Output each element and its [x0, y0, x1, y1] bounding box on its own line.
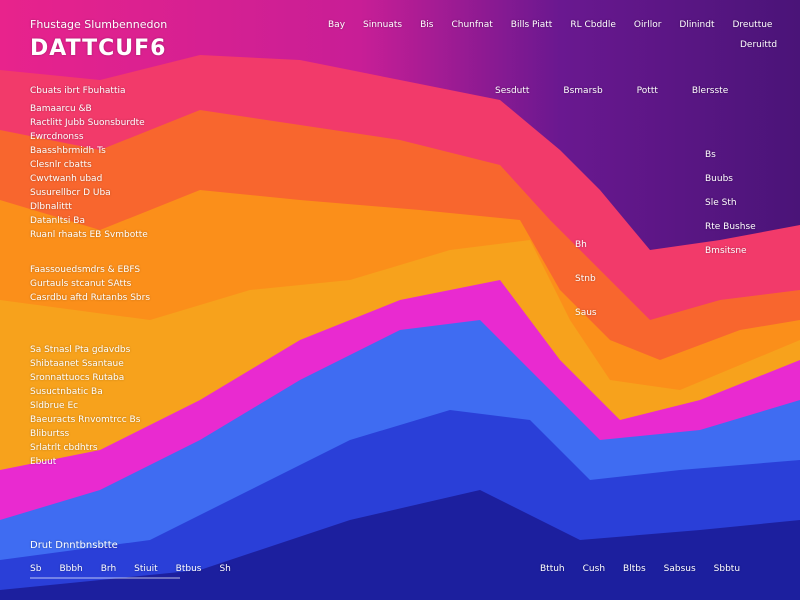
list-item[interactable]: Bamaarcu &B [30, 104, 92, 114]
brand: Fhustage Slumbennedon [30, 18, 168, 31]
footer-right: Bttuh Cush Bltbs Sabsus Sbbtu [540, 564, 740, 574]
list-item[interactable]: Ruanl rhaats EB Svmbotte [30, 230, 148, 240]
list-item[interactable]: Susuctnbatic Ba [30, 387, 103, 397]
list-item[interactable]: Bliburtss [30, 429, 70, 439]
list-item[interactable]: Shibtaanet Ssantaue [30, 359, 124, 369]
list-item[interactable]: Faassouedsmdrs & EBFS [30, 265, 141, 275]
list-item[interactable]: Ractlitt Jubb Suonsburdte [30, 118, 145, 128]
nav-link[interactable]: Oirllor [633, 20, 662, 30]
mid-labels: Bh Stnb Saus [575, 240, 597, 318]
left-block: Sa Stnasl Pta gdavdbs Shibtaanet Ssantaue… [30, 345, 140, 467]
label: Bh [575, 240, 587, 250]
list-item[interactable]: Srlatrlt cbdhtrs [30, 443, 98, 453]
nav: Bay Sinnuats Bis Chunfnat Bills Piatt RL Cbdd… [328, 20, 772, 30]
column-header: Sesdutt [495, 86, 530, 96]
column-header: Bsmarsb [563, 86, 603, 96]
left-block: Faassouedsmdrs & EBFS Gurtauls stcanut SA… [30, 265, 150, 303]
label: Rte Bushse [705, 222, 756, 232]
label: Saus [575, 308, 597, 318]
list-item[interactable]: Sldbrue Ec [30, 401, 79, 411]
nav-link[interactable]: Dlinindt [679, 20, 715, 30]
label: Buubs [705, 174, 733, 184]
list-item[interactable]: Baeuracts Rnvomtrcc Bs [30, 415, 141, 425]
list-item[interactable]: Casrdbu aftd Rutanbs Sbrs [30, 293, 151, 303]
label: Bs [705, 150, 716, 160]
footer-items: Sb Bbbh Brh Stiuit Btbus Sh [30, 564, 231, 574]
nav-link[interactable]: Bills Piatt [510, 20, 553, 30]
left-list: Bamaarcu &B Ractlitt Jubb Suonsburdte Ewrc… [30, 104, 148, 240]
column-header: Blersste [691, 86, 729, 96]
list-item[interactable]: Susurellbcr D Uba [30, 188, 111, 198]
list-item[interactable]: Dlbnalittt [30, 202, 72, 212]
column-headers: Sesdutt Bsmarsb Pottt Blersste [495, 86, 728, 96]
list-item[interactable]: Sronnattuocs Rutaba [30, 373, 125, 383]
nav-link[interactable]: RL Cbddle [570, 20, 616, 30]
nav-link[interactable]: Bay [328, 20, 346, 30]
label: Bmsitsne [705, 246, 747, 256]
list-item[interactable]: Datanltsi Ba [30, 216, 85, 226]
list-item[interactable]: Sa Stnasl Pta gdavdbs [30, 345, 131, 355]
footer-link[interactable]: Sh [219, 564, 231, 574]
page-title: DATTCUF6 [30, 36, 167, 61]
list-item[interactable]: Gurtauls stcanut SAtts [30, 279, 132, 289]
label: Stnb [575, 274, 596, 284]
footer-link[interactable]: Sabsus [663, 564, 696, 574]
list-item[interactable]: Cwvtwanh ubad [30, 174, 103, 184]
footer-link[interactable]: Sb [30, 564, 42, 574]
nav-link[interactable]: Dreuttue [732, 20, 773, 30]
footer-link[interactable]: Bttuh [540, 564, 565, 574]
list-item[interactable]: Ebuut [30, 457, 57, 467]
column-header: Pottt [636, 86, 658, 96]
nav-link[interactable]: Chunfnat [451, 20, 493, 30]
footer-link[interactable]: Cush [582, 564, 606, 574]
left-heading: Cbuats ibrt Fbuhattia [30, 86, 126, 96]
footer-title: Drut Dnntbnsbtte [30, 540, 118, 551]
list-item[interactable]: Ewrcdnonss [30, 132, 84, 142]
footer-link[interactable]: Sbbtu [713, 564, 741, 574]
nav-link[interactable]: Bis [420, 20, 434, 30]
list-item[interactable]: Clesnlr cbatts [30, 160, 92, 170]
footer-link[interactable]: Btbus [175, 564, 202, 574]
footer-link[interactable]: Bltbs [623, 564, 646, 574]
label: Sle Sth [705, 198, 737, 208]
right-labels: Bs Buubs Sle Sth Rte Bushse Bmsitsne [705, 150, 756, 256]
footer-link[interactable]: Stiuit [134, 564, 158, 574]
nav-sub[interactable]: Deruittd [740, 40, 778, 50]
nav-link[interactable]: Sinnuats [363, 20, 403, 30]
list-item[interactable]: Baasshbrmidh Ts [30, 146, 106, 156]
footer-link[interactable]: Brh [100, 564, 117, 574]
footer-link[interactable]: Bbbh [59, 564, 83, 574]
